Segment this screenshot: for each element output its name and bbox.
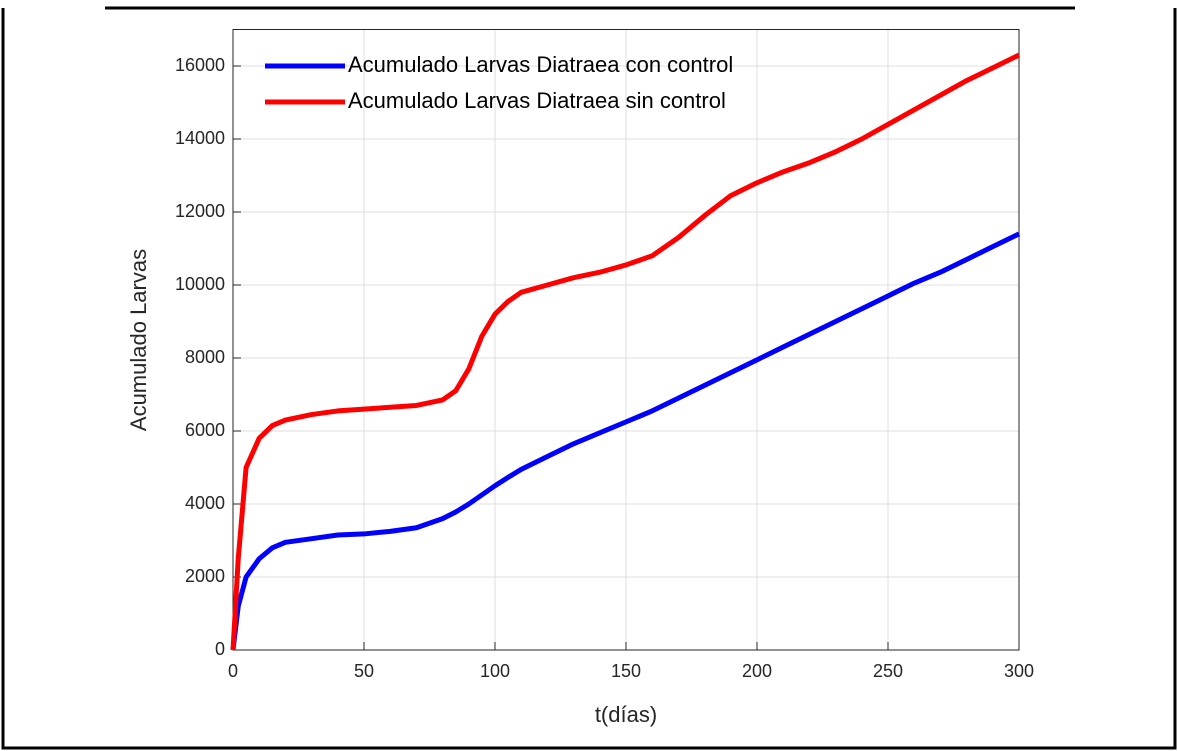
x-tick-label: 200 — [742, 661, 772, 681]
y-tick-label: 10000 — [175, 274, 225, 294]
y-tick-label: 4000 — [185, 493, 225, 513]
legend-label: Acumulado Larvas Diatraea sin control — [348, 88, 726, 113]
x-tick-label: 150 — [611, 661, 641, 681]
x-tick-label: 100 — [480, 661, 510, 681]
y-tick-label: 6000 — [185, 420, 225, 440]
legend-label: Acumulado Larvas Diatraea con control — [348, 52, 733, 77]
y-tick-label: 2000 — [185, 566, 225, 586]
x-tick-label: 300 — [1004, 661, 1034, 681]
x-tick-label: 250 — [873, 661, 903, 681]
frame — [1, 6, 1177, 750]
data-line — [230, 231, 1021, 651]
y-tick-label: 8000 — [185, 347, 225, 367]
x-tick-label: 50 — [354, 661, 374, 681]
y-tick-label: 16000 — [175, 55, 225, 75]
y-tick-label: 0 — [215, 639, 225, 659]
plot-box — [232, 29, 1020, 651]
y-axis-label: Acumulado Larvas — [126, 249, 151, 431]
x-tick-label: 0 — [228, 661, 238, 681]
y-tick-label: 12000 — [175, 201, 225, 221]
y-tick-label: 14000 — [175, 128, 225, 148]
x-axis-label: t(días) — [595, 702, 657, 727]
data-line — [230, 52, 1021, 651]
